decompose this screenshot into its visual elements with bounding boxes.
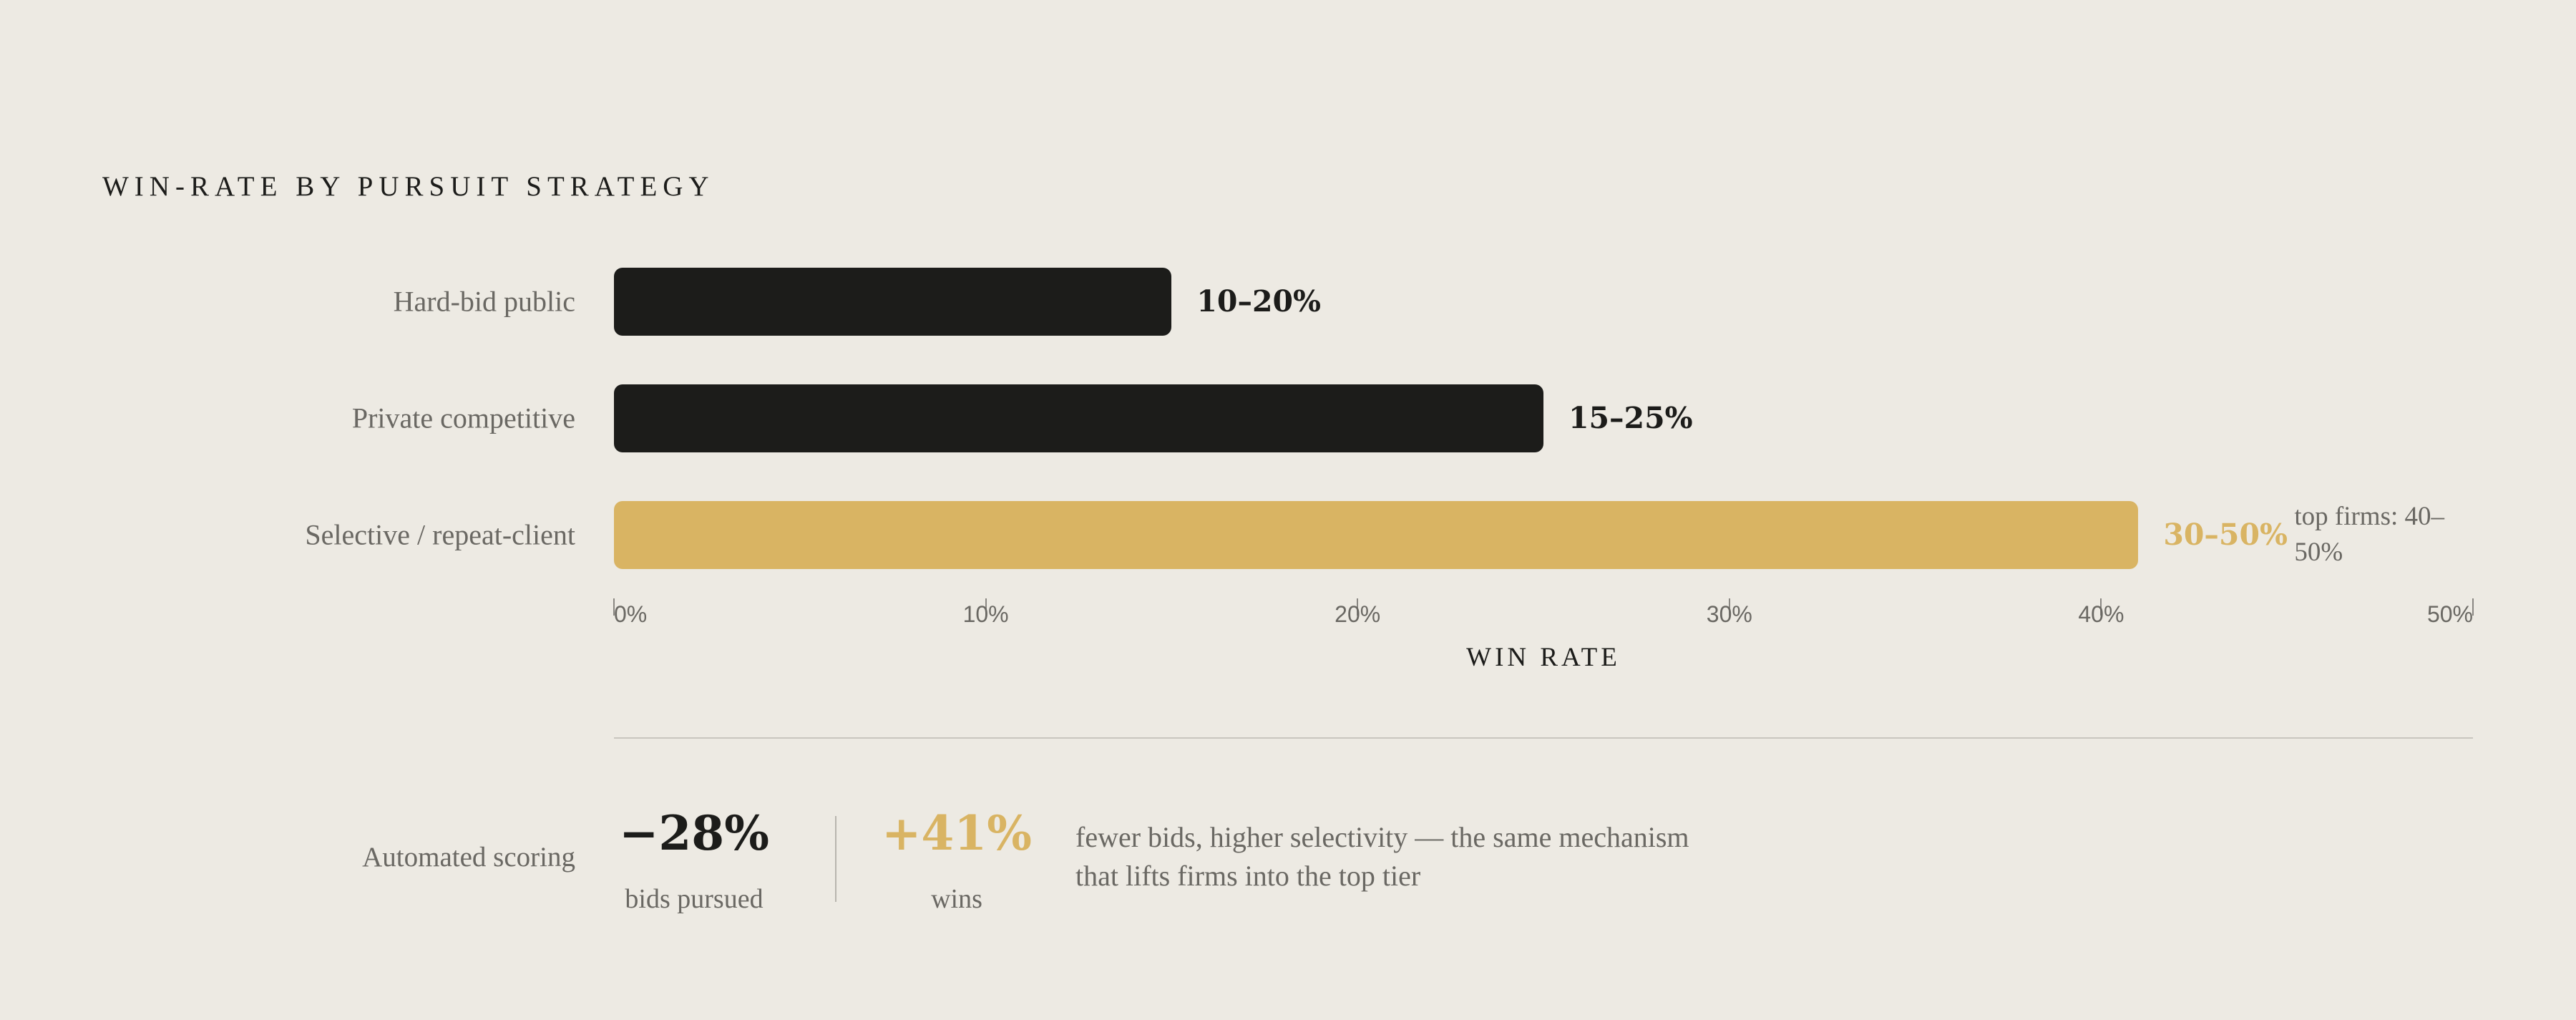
wins-value: +41%	[882, 805, 1032, 861]
tick-mark	[1357, 598, 1359, 616]
bar-value-label: 30–50%	[2163, 518, 2288, 552]
tick-label: 10%	[962, 601, 1009, 627]
tick-mark	[1728, 598, 1730, 616]
tick-label: 50%	[2426, 601, 2473, 627]
section-divider	[614, 737, 2473, 739]
tick-mark	[2100, 598, 2102, 616]
bids-pursued-value: −28%	[619, 805, 769, 861]
stat-separator	[835, 816, 836, 902]
bids-pursued-label: bids pursued	[625, 884, 763, 914]
tick-mark	[2472, 598, 2474, 616]
bar	[614, 384, 1543, 452]
bar-value-label: 10–20%	[1196, 284, 1321, 319]
bar	[614, 267, 1172, 336]
bar	[614, 500, 2139, 569]
tick-label: 30%	[1706, 601, 1752, 627]
category-label: Selective / repeat-client	[305, 518, 575, 551]
tick-mark	[613, 598, 615, 616]
stats-description: fewer bids, higher selectivity — the sam…	[1075, 821, 1689, 892]
bar-value-label: 15–25%	[1568, 401, 1693, 435]
tick-mark	[985, 598, 987, 616]
category-label: Hard-bid public	[393, 285, 575, 318]
tick-label: 40%	[2078, 601, 2124, 627]
chart-title: WIN-RATE BY PURSUIT STRATEGY	[102, 171, 715, 202]
automated-scoring-label: Automated scoring	[362, 842, 575, 873]
x-axis-label: WIN RATE	[1466, 643, 1621, 672]
wins-label: wins	[931, 884, 982, 914]
tick-label: 20%	[1335, 601, 1381, 627]
top-firms-annotation: top firms: 40–50%	[2294, 502, 2445, 567]
category-label: Private competitive	[351, 402, 575, 434]
tick-label: 0%	[614, 601, 648, 627]
